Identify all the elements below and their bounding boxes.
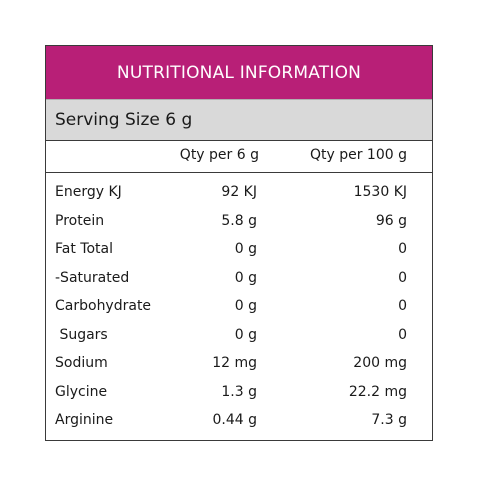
serving-size-label: Serving Size 6 g bbox=[46, 99, 432, 141]
nutrient-name: Arginine bbox=[55, 412, 114, 428]
nutrient-per-100g: 0 bbox=[398, 298, 407, 314]
nutrient-name: Energy KJ bbox=[55, 184, 122, 200]
nutrient-row-protein: Protein 5.8 g 96 g bbox=[46, 208, 432, 237]
nutrient-per-serving: 92 KJ bbox=[221, 184, 257, 200]
nutrient-per-100g: 0 bbox=[398, 241, 407, 257]
nutrient-per-serving: 0 g bbox=[234, 298, 257, 314]
nutrient-name: Fat Total bbox=[55, 241, 113, 257]
nutrient-row-saturated: -Saturated 0 g 0 bbox=[46, 265, 432, 294]
nutrient-name: Sugars bbox=[55, 326, 108, 343]
nutrient-row-carbohydrate: Carbohydrate 0 g 0 bbox=[46, 293, 432, 322]
nutrient-per-serving: 0 g bbox=[234, 326, 257, 343]
nutrient-row-sodium: Sodium 12 mg 200 mg bbox=[46, 350, 432, 379]
nutrient-rows: Energy KJ 92 KJ 1530 KJ Protein 5.8 g 96… bbox=[46, 173, 432, 436]
nutrient-row-arginine: Arginine 0.44 g 7.3 g bbox=[46, 407, 432, 436]
column-header-per-serving: Qty per 6 g bbox=[179, 147, 259, 163]
nutrient-name: Sodium bbox=[55, 355, 108, 371]
column-header-row: Qty per 6 g Qty per 100 g bbox=[46, 141, 432, 173]
nutrient-name: -Saturated bbox=[55, 269, 130, 286]
nutrient-per-serving: 0.44 g bbox=[212, 412, 257, 428]
nutrient-row-energy: Energy KJ 92 KJ 1530 KJ bbox=[46, 179, 432, 208]
nutrient-per-serving: 0 g bbox=[234, 241, 257, 257]
nutrient-row-sugars: Sugars 0 g 0 bbox=[46, 322, 432, 351]
nutrient-per-100g: 96 g bbox=[375, 212, 407, 229]
nutrient-per-100g: 1530 KJ bbox=[353, 184, 407, 200]
nutrient-name: Carbohydrate bbox=[55, 298, 152, 314]
nutrient-per-serving: 5.8 g bbox=[221, 212, 257, 229]
nutrient-per-serving: 0 g bbox=[234, 269, 257, 286]
column-header-per-100g: Qty per 100 g bbox=[309, 147, 407, 163]
nutrition-panel: NUTRITIONAL INFORMATION Serving Size 6 g… bbox=[45, 45, 433, 441]
nutrient-per-100g: 0 bbox=[398, 326, 407, 343]
nutrient-name: Protein bbox=[55, 212, 105, 229]
nutrient-per-serving: 1.3 g bbox=[221, 383, 257, 400]
serving-size-text: Serving Size 6 g bbox=[55, 110, 193, 130]
nutrient-per-100g: 22.2 mg bbox=[348, 383, 407, 400]
nutrient-row-fat-total: Fat Total 0 g 0 bbox=[46, 236, 432, 265]
nutrient-name: Glycine bbox=[55, 383, 108, 400]
nutrient-per-100g: 0 bbox=[398, 269, 407, 286]
nutrient-per-100g: 7.3 g bbox=[371, 412, 407, 428]
nutrient-row-glycine: Glycine 1.3 g 22.2 mg bbox=[46, 379, 432, 408]
panel-title: NUTRITIONAL INFORMATION bbox=[46, 46, 432, 99]
nutrient-per-100g: 200 mg bbox=[353, 355, 407, 371]
nutrient-per-serving: 12 mg bbox=[212, 355, 257, 371]
